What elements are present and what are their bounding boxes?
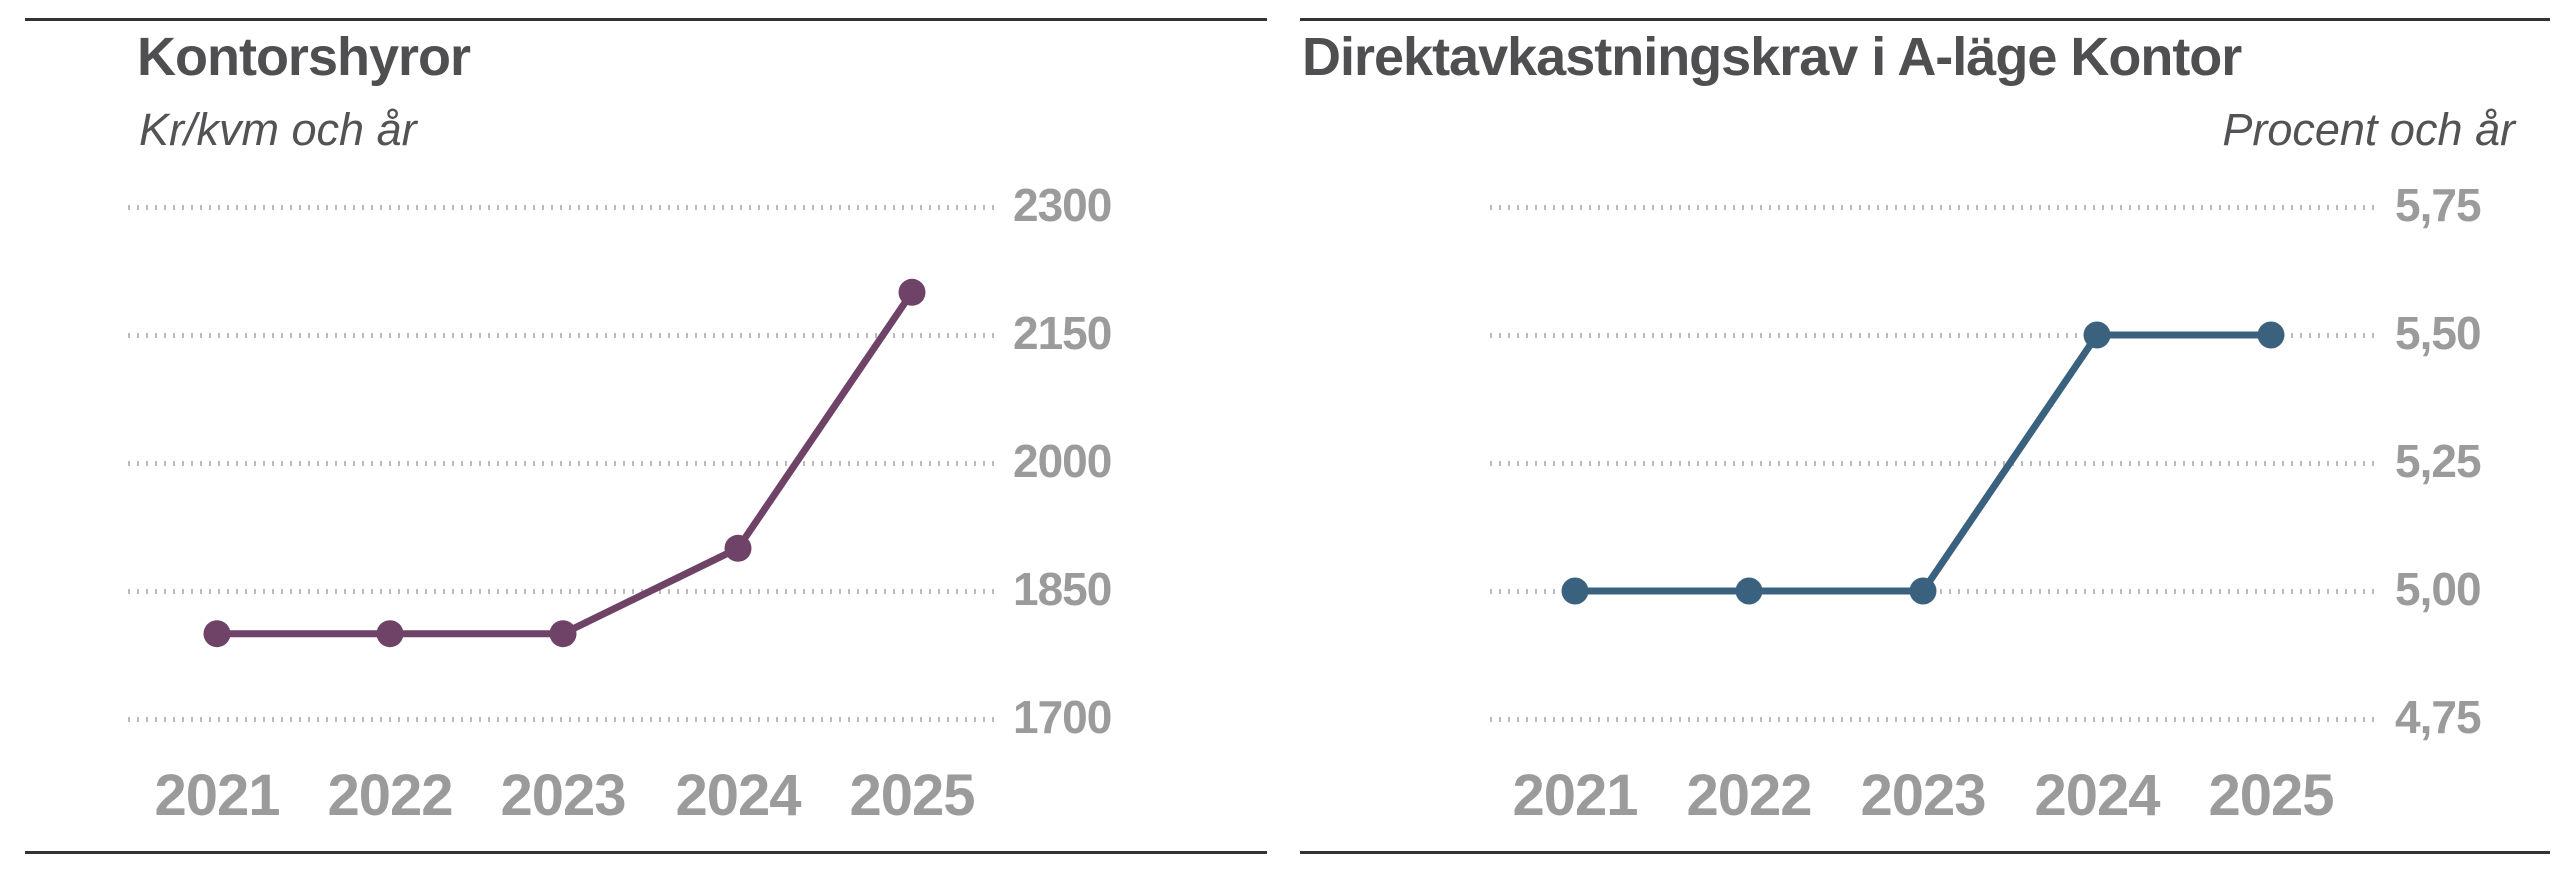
top-rule — [1300, 18, 2550, 21]
x-axis-year-label: 2021 — [154, 763, 280, 828]
bottom-rule — [1300, 851, 2550, 854]
y-axis-tick-label: 5,25 — [2395, 435, 2482, 487]
y-axis-tick-label: 4,75 — [2395, 691, 2482, 743]
x-axis-year-label: 2024 — [2034, 763, 2160, 828]
y-axis-tick-label: 5,00 — [2395, 563, 2482, 615]
x-axis-year-label: 2025 — [2208, 763, 2334, 828]
y-axis-tick-label: 5,75 — [2395, 179, 2482, 231]
y-axis-tick-label: 2300 — [1013, 179, 1112, 231]
gridline — [128, 205, 997, 210]
data-point-marker — [376, 620, 404, 648]
bottom-rule — [25, 851, 1267, 854]
yield-requirement-chart-panel: Direktavkastningskrav i A-läge Kontor Pr… — [1300, 0, 2550, 870]
chart-title: Direktavkastningskrav i A-läge Kontor — [1302, 27, 2242, 87]
chart-subtitle: Procent och år — [2222, 104, 2515, 155]
data-point-marker — [724, 534, 752, 562]
gridline — [1490, 205, 2377, 210]
gridline — [128, 461, 997, 466]
data-point-marker — [203, 620, 231, 648]
gridline — [1490, 717, 2377, 722]
y-axis-tick-label: 5,50 — [2395, 307, 2482, 359]
gridline — [128, 717, 997, 722]
y-axis-tick-label: 1850 — [1013, 563, 1112, 615]
top-rule — [25, 18, 1267, 21]
x-axis-year-label: 2022 — [327, 763, 453, 828]
gridline — [1490, 333, 2377, 338]
y-axis-tick-label: 2000 — [1013, 435, 1112, 487]
chart-subtitle: Kr/kvm och år — [139, 104, 417, 155]
y-axis-tick-label: 1700 — [1013, 691, 1112, 743]
data-point-marker — [898, 278, 926, 306]
gridline — [128, 333, 997, 338]
x-axis-year-label: 2025 — [849, 763, 975, 828]
x-axis-year-label: 2023 — [500, 763, 626, 828]
x-axis-year-label: 2024 — [675, 763, 801, 828]
gridline — [1490, 461, 2377, 466]
y-axis-tick-label: 2150 — [1013, 307, 1112, 359]
x-axis-year-label: 2023 — [1860, 763, 1986, 828]
chart-title: Kontorshyror — [137, 27, 471, 87]
data-point-marker — [549, 620, 577, 648]
gridline — [128, 589, 997, 594]
x-axis-year-label: 2021 — [1512, 763, 1638, 828]
office-rents-chart-panel: Kontorshyror Kr/kvm och år 2300 2150 2000 1… — [25, 0, 1267, 870]
x-axis-year-label: 2022 — [1686, 763, 1812, 828]
gridline — [1490, 589, 2377, 594]
